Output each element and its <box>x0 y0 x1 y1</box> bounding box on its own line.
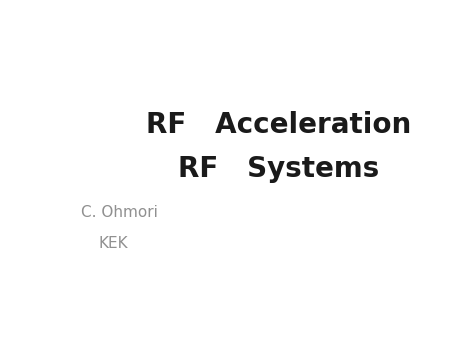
Text: C. Ohmori: C. Ohmori <box>81 206 158 220</box>
Text: RF   Systems: RF Systems <box>178 155 380 183</box>
Text: KEK: KEK <box>99 236 129 251</box>
Text: RF   Acceleration: RF Acceleration <box>146 111 412 139</box>
